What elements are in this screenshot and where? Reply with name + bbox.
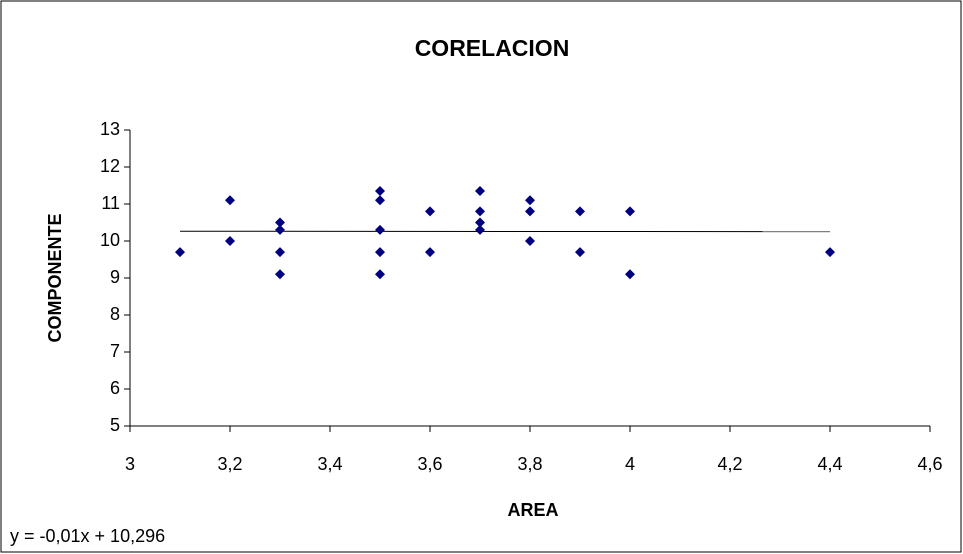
data-point [475, 217, 485, 228]
data-point [625, 269, 635, 280]
data-point [375, 224, 385, 235]
data-point [375, 195, 385, 206]
x-tick-label: 4 [625, 454, 635, 474]
data-point [525, 195, 535, 206]
x-tick-label: 3,8 [517, 454, 542, 474]
data-point [425, 247, 435, 258]
data-point [475, 206, 485, 217]
data-point [225, 236, 235, 246]
data-point [425, 206, 435, 217]
y-tick-label: 8 [110, 304, 120, 324]
y-tick-label: 5 [110, 415, 120, 435]
x-tick-label: 3,6 [417, 454, 442, 474]
data-point [625, 206, 635, 217]
data-point [525, 206, 535, 217]
data-point [275, 247, 285, 258]
x-tick-label: 4,4 [817, 454, 842, 474]
x-tick-label: 3 [125, 454, 135, 474]
data-point [475, 186, 485, 197]
data-point [225, 195, 235, 206]
y-tick-label: 10 [100, 230, 120, 250]
y-tick-label: 12 [100, 156, 120, 176]
data-point [475, 224, 485, 235]
data-point [375, 247, 385, 258]
x-tick-label: 3,2 [217, 454, 242, 474]
y-tick-label: 9 [110, 267, 120, 287]
trendline-equation: y = -0,01x + 10,296 [10, 526, 165, 546]
x-axis-label: AREA [507, 500, 558, 520]
y-axis-label: COMPONENTE [45, 213, 65, 342]
y-tick-label: 13 [100, 119, 120, 139]
y-tick-label: 7 [110, 341, 120, 361]
x-tick-label: 4,2 [717, 454, 742, 474]
data-point [275, 217, 285, 228]
data-point [825, 247, 835, 258]
data-point [375, 186, 385, 197]
data-point [575, 206, 585, 217]
y-tick-label: 6 [110, 378, 120, 398]
y-tick-label: 11 [101, 193, 120, 213]
data-point [575, 247, 585, 258]
chart-title: CORELACION [415, 35, 570, 61]
x-tick-label: 3,4 [317, 454, 342, 474]
x-tick-label: 4,6 [917, 454, 942, 474]
data-point [525, 236, 535, 246]
data-point [275, 269, 285, 280]
data-point [275, 224, 285, 235]
data-point [175, 247, 185, 258]
data-point [375, 269, 385, 280]
